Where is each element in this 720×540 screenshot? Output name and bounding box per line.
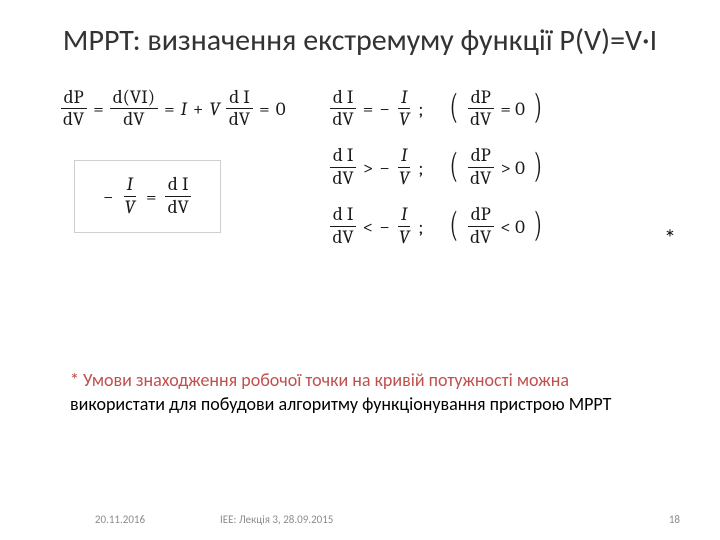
- content-area: dP dV = d(VI) dV = I + V d I dV = 0 − I …: [0, 70, 720, 265]
- right-column: d IdV = − IV ; ( dPdV = 0 ) d IdV > − IV…: [330, 88, 670, 265]
- condition-lt: d IdV < − IV ; ( dPdV < 0 ): [330, 205, 670, 248]
- footer-title: ІЕЕ: Лекція 3, 28.09.2015: [200, 513, 620, 526]
- footnote-line2: використати для побудови алгоритму функц…: [70, 393, 611, 415]
- footer-date: 20.11.2016: [40, 513, 200, 526]
- footnote-star: *: [70, 369, 83, 391]
- footnote: * Умови знаходження робочої точки на кри…: [70, 368, 660, 417]
- page-title: МРРТ: визначення екстремуму функції P(V)…: [0, 0, 720, 70]
- footnote-line1: Умови знаходження робочої точки на криві…: [83, 369, 569, 391]
- asterisk-marker: *: [664, 224, 676, 253]
- frac-dI-dV: d I dV: [226, 88, 253, 131]
- var-V: V: [209, 98, 220, 120]
- boxed-equation: − I V = d I dV: [74, 160, 221, 233]
- equals-sign: =: [259, 98, 270, 120]
- equals-sign: =: [164, 98, 175, 120]
- condition-gt: d IdV > − IV ; ( dPdV > 0 ): [330, 146, 670, 189]
- frac-dP-dV: dP dV: [60, 88, 87, 131]
- footer-page: 18: [620, 513, 680, 526]
- equals-sign: =: [146, 186, 157, 208]
- plus-sign: +: [193, 98, 204, 120]
- frac-dVI-dV: d(VI) dV: [110, 88, 158, 131]
- main-equation: dP dV = d(VI) dV = I + V d I dV = 0: [60, 88, 286, 131]
- var-I: I: [181, 98, 187, 120]
- minus-sign: −: [103, 186, 114, 208]
- left-column: dP dV = d(VI) dV = I + V d I dV = 0 − I …: [60, 88, 286, 265]
- condition-eq: d IdV = − IV ; ( dPdV = 0 ): [330, 88, 670, 131]
- slide-footer: 20.11.2016 ІЕЕ: Лекція 3, 28.09.2015 18: [0, 513, 720, 526]
- zero-val: 0: [276, 98, 286, 120]
- equals-sign: =: [93, 98, 104, 120]
- frac-dI-dV-box: d I dV: [165, 175, 192, 218]
- frac-I-V: I V: [122, 175, 139, 218]
